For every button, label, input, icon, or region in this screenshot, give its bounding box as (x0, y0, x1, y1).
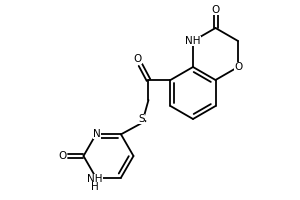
Text: N: N (93, 129, 101, 139)
Text: NH: NH (87, 174, 103, 184)
Text: S: S (138, 114, 145, 124)
Text: O: O (212, 5, 220, 15)
Text: NH: NH (185, 36, 201, 46)
Text: O: O (234, 62, 242, 72)
Text: O: O (134, 54, 142, 64)
Text: H: H (91, 182, 99, 192)
Text: O: O (58, 151, 67, 161)
